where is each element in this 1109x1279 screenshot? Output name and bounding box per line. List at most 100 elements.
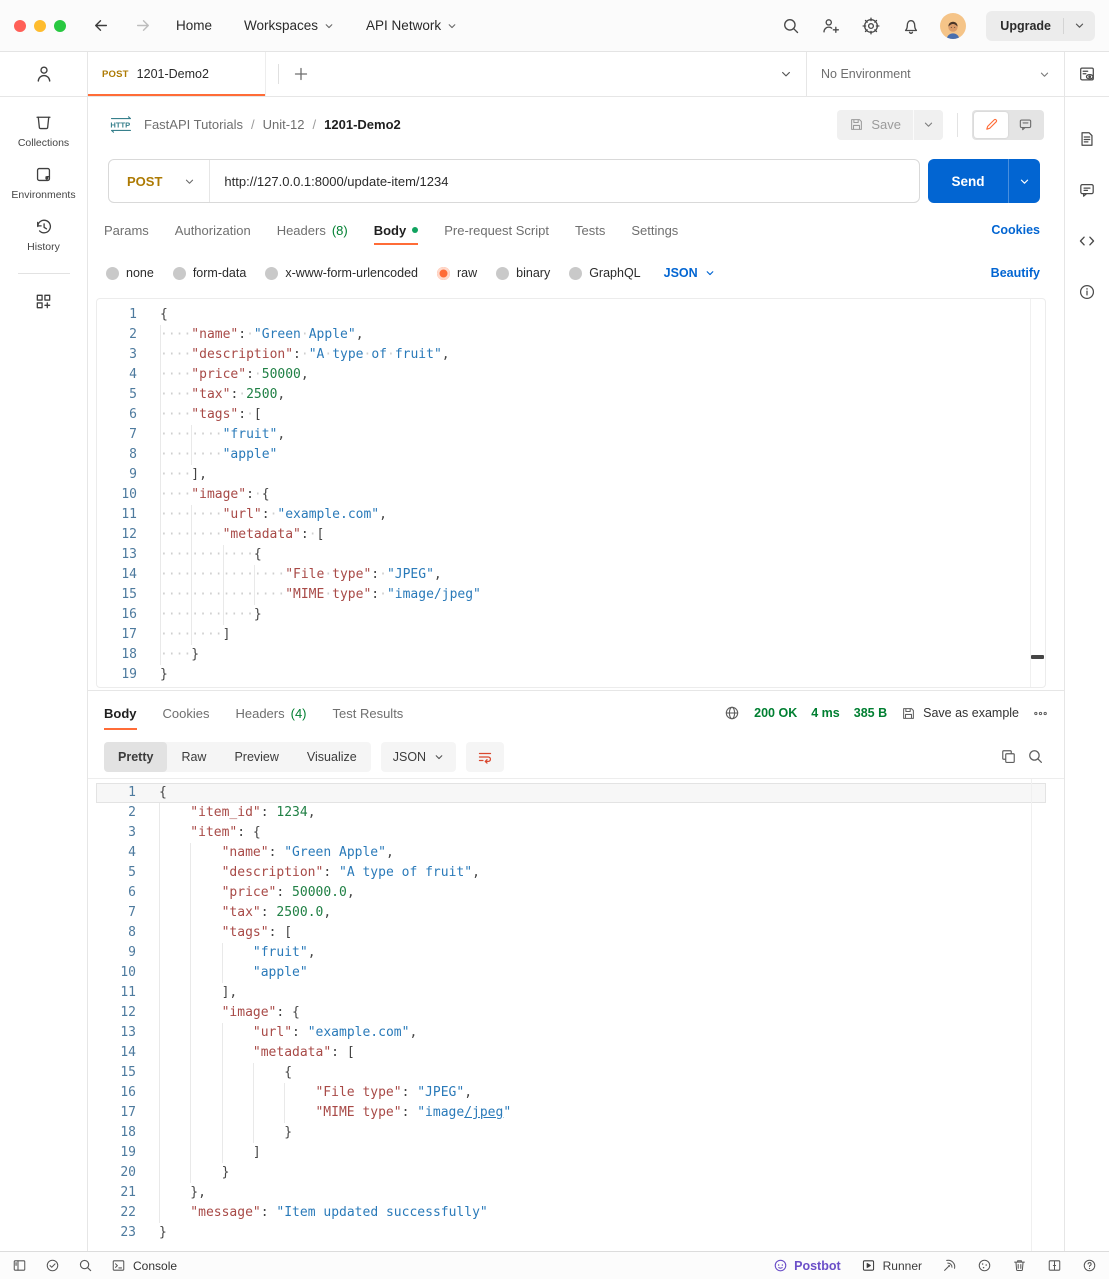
nav-home[interactable]: Home	[176, 18, 212, 33]
send-button[interactable]: Send	[951, 173, 985, 189]
trash-icon[interactable]	[1012, 1258, 1027, 1273]
breadcrumb-collection[interactable]: FastAPI Tutorials	[144, 117, 243, 132]
mode-raw[interactable]: raw	[437, 266, 477, 280]
tab-params[interactable]: Params	[104, 210, 149, 250]
window-zoom-button[interactable]	[54, 19, 66, 32]
save-button[interactable]: Save	[837, 117, 913, 132]
copy-icon[interactable]	[1000, 748, 1017, 765]
code-line: 3 "item": {	[96, 823, 1046, 843]
line-number: 14	[121, 567, 137, 582]
code-line: 3 ····"description":·"A·type·of·fruit",	[97, 345, 1045, 365]
headers-count: (8)	[331, 222, 348, 238]
environment-selector[interactable]: No Environment	[806, 52, 1064, 96]
response-tab-headers[interactable]: Headers (4)	[235, 691, 306, 735]
cookies-link[interactable]: Cookies	[991, 223, 1040, 237]
radio-icon	[172, 266, 186, 280]
comment-icon[interactable]	[1008, 112, 1042, 138]
save-as-example-button[interactable]: Save as example	[901, 706, 1019, 721]
environment-quick-look-icon[interactable]	[1065, 52, 1109, 97]
radio-selected-icon	[437, 266, 450, 280]
sidebar-item-history[interactable]: History	[27, 217, 60, 253]
tab-authorization[interactable]: Authorization	[175, 210, 251, 250]
documentation-icon[interactable]	[1078, 130, 1096, 148]
response-pane: Body Cookies Headers (4) Test Results 200…	[88, 690, 1064, 1251]
settings-gear-icon[interactable]	[862, 16, 880, 35]
upgrade-button[interactable]: Upgrade	[986, 10, 1095, 41]
jpeg-link[interactable]: /jpeg	[464, 1105, 504, 1120]
mode-x-www-form-urlencoded[interactable]: x-www-form-urlencoded	[265, 266, 418, 280]
mode-none[interactable]: none	[106, 266, 154, 280]
tab-tests[interactable]: Tests	[575, 210, 605, 250]
response-tab-test-results[interactable]: Test Results	[333, 691, 404, 735]
comments-icon[interactable]	[1078, 181, 1096, 199]
search-icon[interactable]	[782, 17, 800, 35]
edit-pencil-icon[interactable]	[974, 111, 1008, 138]
tab-headers[interactable]: Headers (8)	[277, 210, 348, 250]
window-close-button[interactable]	[14, 19, 26, 32]
console-button[interactable]: Console	[111, 1258, 177, 1273]
raw-language-select[interactable]: JSON	[664, 266, 715, 280]
toggle-sidebar-icon[interactable]	[12, 1258, 27, 1273]
request-body-editor[interactable]: 1{2 ····"name":·"Green·Apple", 3 ····"descr…	[96, 298, 1046, 688]
nav-api-network[interactable]: API Network	[366, 18, 457, 33]
send-menu-chevron-icon[interactable]	[1008, 159, 1040, 203]
url-input[interactable]: http://127.0.0.1:8000/update-item/1234	[224, 173, 449, 189]
tab-settings[interactable]: Settings	[631, 210, 678, 250]
mode-label: GraphQL	[589, 266, 641, 280]
nav-workspaces[interactable]: Workspaces	[244, 18, 334, 33]
breadcrumb-folder[interactable]: Unit-12	[262, 117, 305, 132]
more-actions-icon[interactable]	[1033, 706, 1048, 721]
capture-requests-icon[interactable]	[942, 1258, 957, 1273]
tab-body[interactable]: Body	[373, 210, 419, 250]
network-globe-icon[interactable]	[724, 705, 740, 721]
two-pane-layout-icon[interactable]	[1047, 1258, 1062, 1273]
info-icon[interactable]	[1078, 283, 1096, 301]
configure-sidebar-icon[interactable]	[34, 292, 53, 311]
method-select[interactable]: POST	[109, 174, 209, 189]
find-icon[interactable]	[78, 1258, 93, 1273]
view-preview[interactable]: Preview	[234, 749, 279, 764]
forward-button[interactable]	[135, 17, 152, 34]
sidebar-user-icon[interactable]	[0, 52, 87, 97]
tab-pre-request-script[interactable]: Pre-request Script	[444, 210, 549, 250]
notifications-bell-icon[interactable]	[902, 17, 920, 35]
help-icon[interactable]	[1082, 1258, 1097, 1273]
view-pretty[interactable]: Pretty	[104, 741, 168, 772]
back-button[interactable]	[92, 17, 109, 34]
response-tab-cookies[interactable]: Cookies	[163, 691, 210, 735]
divider	[957, 112, 958, 137]
search-response-icon[interactable]	[1027, 748, 1044, 765]
invite-user-icon[interactable]	[822, 17, 840, 35]
chevron-down-icon	[447, 21, 457, 31]
line-number: 18	[121, 647, 137, 662]
mode-graphql[interactable]: GraphQL	[569, 266, 641, 280]
save-menu-chevron-icon[interactable]	[914, 109, 943, 140]
response-language-select[interactable]: JSON	[380, 741, 457, 772]
wrap-lines-icon[interactable]	[466, 741, 505, 772]
beautify-link[interactable]: Beautify	[990, 266, 1040, 280]
user-avatar[interactable]	[940, 12, 967, 39]
breadcrumb-separator: /	[250, 117, 255, 132]
mode-form-data[interactable]: form-data	[172, 266, 246, 280]
new-tab-button[interactable]	[293, 66, 309, 82]
tab-overflow-chevron-icon[interactable]	[780, 68, 792, 80]
mode-binary[interactable]: binary	[496, 266, 550, 280]
cookies-icon[interactable]	[977, 1258, 992, 1273]
runner-icon	[861, 1258, 876, 1273]
open-request-tab[interactable]: POST 1201-Demo2	[88, 52, 266, 96]
window-minimize-button[interactable]	[34, 19, 46, 32]
code-line: 7 ········"fruit",	[97, 425, 1045, 445]
sidebar-item-environments[interactable]: Environments	[11, 165, 76, 201]
tab-label: Pre-request Script	[444, 222, 549, 238]
sidebar-item-collections[interactable]: Collections	[18, 113, 69, 149]
postbot-button[interactable]: Postbot	[773, 1258, 841, 1273]
checklist-icon[interactable]	[45, 1258, 60, 1273]
runner-button[interactable]: Runner	[861, 1258, 922, 1273]
chevron-down-icon[interactable]	[1064, 20, 1095, 31]
view-raw[interactable]: Raw	[181, 749, 207, 764]
view-visualize[interactable]: Visualize	[306, 749, 357, 764]
code-snippet-icon[interactable]	[1078, 232, 1096, 250]
response-tab-body[interactable]: Body	[104, 691, 137, 735]
scrollbar-thumb[interactable]	[1031, 655, 1044, 659]
tab-label: Headers	[235, 705, 285, 721]
